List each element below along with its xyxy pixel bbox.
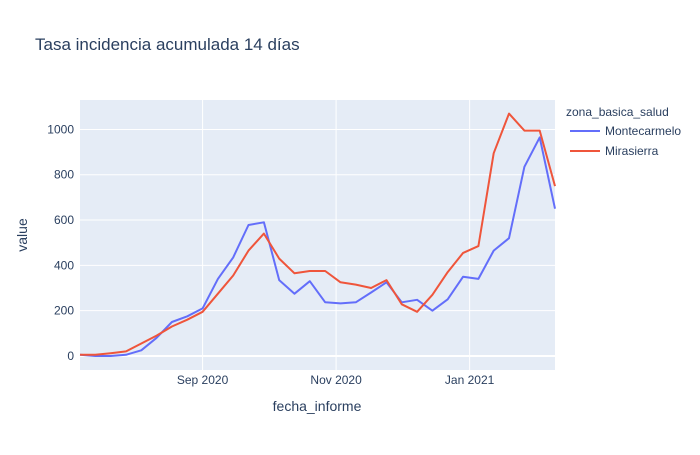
y-tick-label: 0 (67, 349, 74, 363)
y-tick-label: 800 (54, 168, 74, 182)
x-tick-label: Jan 2021 (445, 373, 495, 387)
x-axis-label: fecha_informe (273, 398, 362, 414)
y-tick-label: 400 (54, 258, 74, 272)
legend-entry: Montecarmelo (605, 124, 681, 138)
y-tick-label: 600 (54, 213, 74, 227)
y-axis-label: value (14, 218, 30, 252)
x-tick-label: Nov 2020 (310, 373, 362, 387)
plot-area (80, 100, 555, 370)
x-tick-label: Sep 2020 (177, 373, 229, 387)
y-tick-label: 1000 (47, 122, 74, 136)
legend-title: zona_basica_salud (566, 105, 669, 119)
chart-title: Tasa incidencia acumulada 14 días (35, 35, 300, 54)
y-tick-label: 200 (54, 304, 74, 318)
series-line-mirasierra (80, 112, 556, 356)
legend-entry: Mirasierra (605, 144, 659, 158)
